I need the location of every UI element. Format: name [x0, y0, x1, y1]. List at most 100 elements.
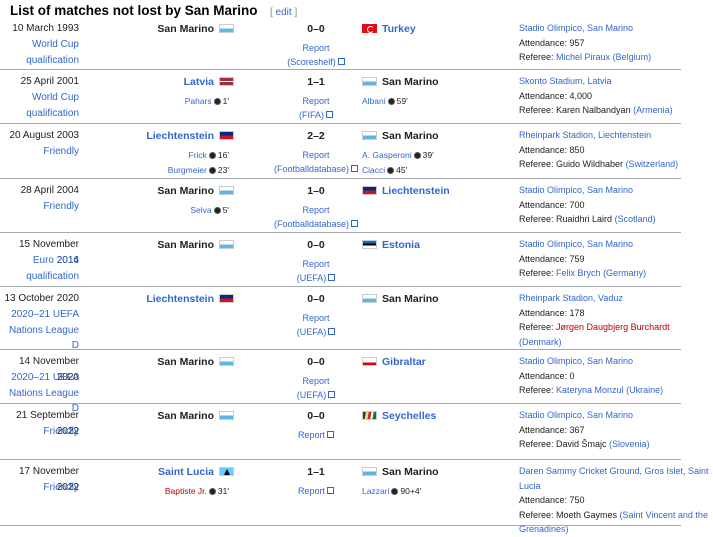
venue-link[interactable]: Skonto Stadium, Latvia [519, 76, 612, 86]
edit-close-bracket: ] [294, 7, 298, 18]
referee-country-link[interactable]: (Scotland) [614, 214, 656, 224]
report-link[interactable]: Report [266, 374, 366, 388]
match-score: 0–0 [307, 239, 325, 251]
venue-link[interactable]: Rheinpark Stadion, Liechtenstein [519, 130, 652, 140]
referee-country-link[interactable]: (Switzerland) [625, 159, 679, 169]
venue-link[interactable]: Rheinpark Stadion, Vaduz [519, 293, 623, 303]
external-link-icon [328, 327, 336, 335]
report-links: Report (UEFA) [266, 311, 366, 339]
home-team-name[interactable]: Saint Lucia [157, 466, 214, 478]
away-team-name[interactable]: Estonia [382, 239, 420, 251]
venue-link[interactable]: Daren Sammy Cricket Ground, Gros Islet, … [519, 466, 709, 491]
report-link[interactable]: Report [266, 94, 366, 108]
report-link[interactable]: Report [266, 484, 366, 498]
competition-link[interactable]: Friendly [43, 482, 79, 493]
referee-country-link[interactable]: (Belgium) [612, 52, 652, 62]
away-team-cell: Seychelles [362, 409, 436, 425]
report-source-link[interactable]: (Scoreshelf) [266, 55, 366, 69]
referee-link[interactable]: Kateryna Monzul [556, 385, 624, 395]
competition-link[interactable]: Euro 2016 [32, 255, 79, 266]
report-text: Report [302, 149, 330, 160]
away-team-name[interactable]: Turkey [382, 23, 416, 35]
edit-open-bracket: [ [269, 7, 273, 18]
referee-link[interactable]: Michel Piraux [556, 52, 611, 62]
competition-link[interactable]: World Cup [31, 92, 79, 103]
report-source-link[interactable]: (UEFA) [266, 325, 366, 339]
scorer-name[interactable]: A. Gasperoni [362, 149, 412, 160]
referee-label: Referee: [519, 322, 557, 332]
scorer-name[interactable]: Selva [190, 204, 212, 215]
report-source-link[interactable]: (FIFA) [266, 108, 366, 122]
scorer-name[interactable]: Albani [362, 95, 386, 106]
match-score: 1–1 [307, 76, 325, 88]
referee-country-link[interactable]: (Germany) [603, 268, 647, 278]
score-cell: 0–0 Report (UEFA) [266, 238, 366, 285]
attendance: Attendance: 957 [519, 37, 585, 48]
report-text: Report [302, 95, 330, 106]
competition-link[interactable]: Nations League D [8, 387, 79, 415]
home-team-name[interactable]: Liechtenstein [146, 130, 214, 142]
referee-label: Referee: Karen Nalbandyan [519, 105, 634, 115]
goal-ball-icon [413, 151, 421, 159]
referee-country-link[interactable]: (Armenia) [633, 105, 673, 115]
referee-country-link[interactable]: (Slovenia) [609, 439, 650, 449]
referee-country-link[interactable]: (Ukraine) [626, 385, 664, 395]
table-row: 21 September 2022 Friendly San Marino 0–0 Re… [0, 403, 681, 460]
away-team-name[interactable]: Liechtenstein [382, 185, 450, 197]
competition-link[interactable]: qualification [26, 270, 79, 282]
home-team-name[interactable]: Liechtenstein [146, 293, 214, 305]
flag-icon-lv [219, 77, 234, 86]
report-source-link[interactable]: (UEFA) [266, 388, 366, 402]
home-scorer: Burgmeier 23' [146, 163, 234, 179]
competition-link[interactable]: qualification [26, 54, 79, 66]
report-link[interactable]: Report [266, 311, 366, 325]
home-team-name: San Marino [157, 23, 214, 35]
report-text: (Footballdatabase) [273, 218, 350, 229]
report-link[interactable]: Report [266, 41, 366, 55]
flag-icon-sc [362, 411, 377, 420]
referee-link[interactable]: Jørgen Daugbjerg Burchardt [556, 322, 670, 332]
home-team-cell: Liechtenstein [146, 292, 234, 308]
competition-link[interactable]: World Cup [31, 39, 79, 50]
report-source-link[interactable]: (Footballdatabase) [266, 162, 366, 176]
scorer-name[interactable]: Baptiste Jr. [164, 485, 207, 496]
competition-link[interactable]: Nations League D [8, 324, 79, 352]
away-team-cell: San Marino [362, 292, 439, 308]
venue-link[interactable]: Stadio Olimpico, San Marino [519, 185, 634, 195]
competition-link[interactable]: Friendly [43, 426, 79, 437]
report-link[interactable]: Report [266, 428, 366, 442]
competition-link[interactable]: Friendly [43, 146, 79, 157]
scorer-name[interactable]: Pahars [184, 95, 212, 106]
competition-link[interactable]: 2020–21 UEFA [11, 372, 79, 383]
venue-link[interactable]: Stadio Olimpico, San Marino [519, 356, 634, 366]
venue-link[interactable]: Stadio Olimpico, San Marino [519, 239, 634, 249]
home-scorer: Frick 16' [146, 148, 234, 164]
venue-link[interactable]: Stadio Olimpico, San Marino [519, 23, 634, 33]
away-team-name[interactable]: Seychelles [382, 410, 437, 422]
match-info: Rheinpark Stadion, Vaduz Attendance: 178 R… [519, 291, 709, 349]
away-team-name[interactable]: Gibraltar [382, 356, 426, 368]
scorer-name[interactable]: Frick [188, 149, 207, 160]
away-team-name: San Marino [382, 466, 439, 478]
away-scorer: Lazzari 90+4' [362, 484, 439, 500]
report-link[interactable]: Report [266, 203, 366, 217]
home-team-cell: Latvia Pahars 1' [184, 75, 234, 109]
competition-link[interactable]: 2020–21 UEFA [11, 309, 79, 320]
flag-icon-li [219, 131, 234, 140]
venue-link[interactable]: Stadio Olimpico, San Marino [519, 410, 634, 420]
scorer-name[interactable]: Ciacci [362, 165, 386, 175]
report-link[interactable]: Report [266, 257, 366, 271]
competition-link[interactable]: qualification [26, 107, 79, 119]
referee: Referee: Guido Wildhaber (Switzerland) [519, 157, 709, 172]
referee: Referee: Karen Nalbandyan (Armenia) [519, 103, 709, 118]
report-link[interactable]: Report [266, 148, 366, 162]
edit-link[interactable]: edit [275, 7, 292, 18]
referee-country-link[interactable]: (Denmark) [519, 336, 562, 347]
home-team-name[interactable]: Latvia [183, 76, 214, 88]
referee-link[interactable]: Felix Brych [556, 268, 601, 278]
report-source-link[interactable]: (Footballdatabase) [266, 217, 366, 231]
competition-link[interactable]: Friendly [43, 201, 79, 212]
report-source-link[interactable]: (UEFA) [266, 271, 366, 285]
scorer-name[interactable]: Lazzari [362, 485, 390, 496]
scorer-name[interactable]: Burgmeier [167, 165, 207, 175]
